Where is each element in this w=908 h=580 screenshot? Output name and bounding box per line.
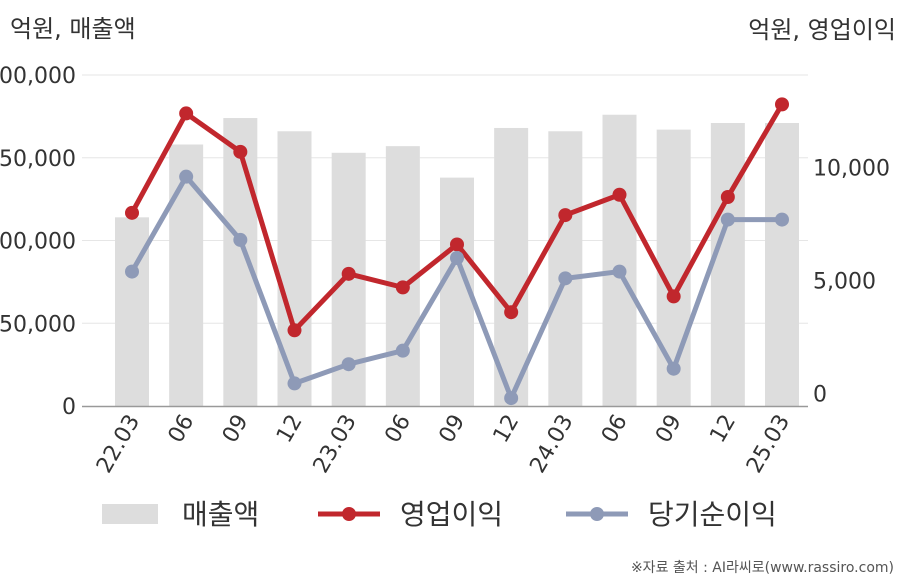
x-tick-label: 06 <box>380 411 416 448</box>
bar-revenue <box>223 118 258 406</box>
legend-operating-profit-marker <box>342 507 356 521</box>
legend-revenue-label: 매출액 <box>182 498 259 531</box>
left-tick-label: 200,000 <box>0 64 76 89</box>
point-net-income <box>287 376 302 391</box>
source-credit: ※자료 출처 : AI라씨로(www.rassiro.com) <box>631 560 894 576</box>
bar-revenue <box>656 129 691 407</box>
legend-revenue-swatch <box>102 504 158 524</box>
right-tick-labels: 0 5,000 10,000 <box>813 157 890 408</box>
x-tick-label: 12 <box>489 411 525 448</box>
point-net-income <box>179 169 194 184</box>
x-tick-label: 12 <box>272 411 308 448</box>
x-tick-label: 24.03 <box>525 411 578 478</box>
x-tick-label: 09 <box>218 411 254 448</box>
left-tick-label: 150,000 <box>0 147 76 172</box>
point-operating-profit <box>504 305 519 320</box>
bar-revenue <box>710 122 745 407</box>
legend-operating-profit-label: 영업이익 <box>400 498 503 531</box>
point-operating-profit <box>125 205 139 220</box>
point-operating-profit <box>450 237 464 252</box>
bar-revenue <box>602 114 637 406</box>
legend-net-income-marker <box>590 507 604 521</box>
point-net-income <box>720 212 735 227</box>
point-operating-profit <box>287 323 302 338</box>
point-operating-profit <box>666 289 681 304</box>
lines <box>125 97 789 406</box>
x-tick-labels: 22.03 06 09 12 23.03 06 09 12 24.03 06 09 12 25.03 <box>92 411 795 478</box>
bar-revenue <box>494 127 529 407</box>
right-tick-label: 0 <box>813 383 827 408</box>
x-tick-label: 09 <box>651 411 687 448</box>
point-net-income <box>341 357 356 372</box>
x-tick-label: 23.03 <box>309 411 362 478</box>
legend-net-income-label: 당기순이익 <box>648 498 777 531</box>
point-operating-profit <box>341 266 356 281</box>
point-operating-profit <box>775 97 789 112</box>
right-tick-label: 5,000 <box>813 270 876 295</box>
point-operating-profit <box>179 106 194 121</box>
bar-revenue <box>548 131 583 406</box>
x-tick-label: 06 <box>597 411 633 448</box>
point-net-income <box>233 232 248 247</box>
left-axis-title: 억원, 매출액 <box>10 15 136 43</box>
point-operating-profit <box>720 190 735 205</box>
bar-revenue <box>115 217 149 406</box>
point-operating-profit <box>395 280 410 295</box>
x-tick-label: 22.03 <box>92 411 145 478</box>
x-tick-label: 06 <box>164 411 200 448</box>
point-net-income <box>450 251 464 266</box>
x-tick-label: 12 <box>705 411 741 448</box>
right-tick-label: 10,000 <box>813 157 890 182</box>
left-tick-label: 100,000 <box>0 230 76 255</box>
point-operating-profit <box>233 144 248 159</box>
point-operating-profit <box>558 208 573 223</box>
right-axis-title: 억원, 영업이익 <box>748 16 896 44</box>
point-net-income <box>125 264 139 279</box>
bar-revenue <box>765 122 799 407</box>
point-net-income <box>612 264 627 279</box>
x-tick-label: 09 <box>435 411 471 448</box>
left-tick-labels: 0 50,000 100,000 150,000 200,000 <box>0 64 76 420</box>
left-tick-label: 0 <box>62 395 76 420</box>
left-tick-label: 50,000 <box>0 312 76 337</box>
point-net-income <box>395 343 410 358</box>
point-net-income <box>558 271 573 286</box>
point-operating-profit <box>612 187 627 202</box>
bar-revenue <box>169 144 204 406</box>
point-net-income <box>666 361 681 376</box>
point-net-income <box>504 391 519 406</box>
point-net-income <box>775 212 789 227</box>
bar-revenue <box>277 131 312 406</box>
x-tick-label: 25.03 <box>742 411 795 478</box>
legend: 매출액 영업이익 당기순이익 <box>102 498 777 531</box>
